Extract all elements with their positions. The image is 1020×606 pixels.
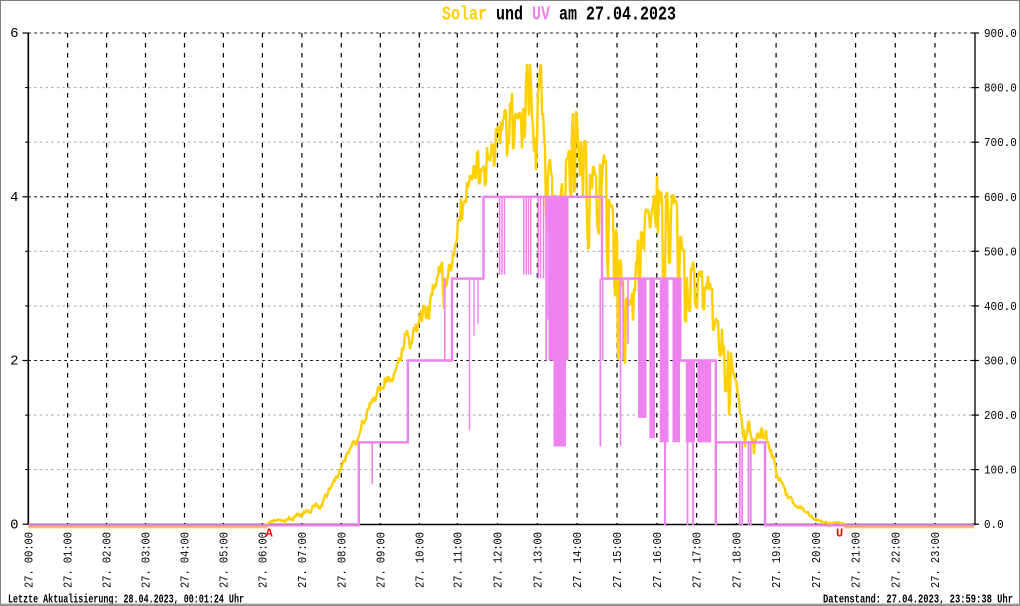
svg-text:27. 05:00: 27. 05:00 <box>217 532 231 588</box>
svg-text:27. 10:00: 27. 10:00 <box>413 532 427 588</box>
svg-text:27. 02:00: 27. 02:00 <box>101 532 115 588</box>
svg-text:0: 0 <box>10 517 18 533</box>
svg-text:700.0: 700.0 <box>984 136 1017 150</box>
svg-text:U: U <box>836 527 843 541</box>
svg-text:27. 22:00: 27. 22:00 <box>889 532 903 588</box>
svg-text:27. 23:00: 27. 23:00 <box>929 532 943 588</box>
svg-text:0.0: 0.0 <box>984 518 1004 532</box>
svg-text:27. 04:00: 27. 04:00 <box>179 532 193 588</box>
svg-text:27. 09:00: 27. 09:00 <box>374 532 388 588</box>
svg-text:Datenstand: 27.04.2023, 23:59:: Datenstand: 27.04.2023, 23:59:38 Uhr <box>823 594 1013 606</box>
svg-text:6: 6 <box>10 26 18 42</box>
svg-text:27. 16:00: 27. 16:00 <box>651 532 665 588</box>
svg-text:27. 07:00: 27. 07:00 <box>296 532 310 588</box>
svg-text:27. 11:00: 27. 11:00 <box>451 532 465 588</box>
svg-text:300.0: 300.0 <box>984 355 1017 369</box>
svg-text:27. 00:00: 27. 00:00 <box>22 532 36 588</box>
svg-text:27. 15:00: 27. 15:00 <box>611 532 625 588</box>
svg-text:400.0: 400.0 <box>984 300 1017 314</box>
svg-text:27. 14:00: 27. 14:00 <box>571 532 585 588</box>
svg-text:600.0: 600.0 <box>984 191 1017 205</box>
svg-text:27. 01:00: 27. 01:00 <box>62 532 76 588</box>
svg-text:27. 08:00: 27. 08:00 <box>335 532 349 588</box>
svg-text:4: 4 <box>10 190 18 206</box>
svg-text:2: 2 <box>10 354 18 370</box>
svg-text:500.0: 500.0 <box>984 245 1017 259</box>
svg-text:27. 06:00: 27. 06:00 <box>256 532 270 588</box>
svg-text:900.0: 900.0 <box>984 27 1017 41</box>
svg-text:Solar: Solar <box>442 4 487 26</box>
svg-text:A: A <box>266 527 274 541</box>
svg-text:27. 13:00: 27. 13:00 <box>531 532 545 588</box>
svg-text:und: und <box>496 4 523 26</box>
svg-text:27. 03:00: 27. 03:00 <box>140 532 154 588</box>
svg-text:800.0: 800.0 <box>984 82 1017 96</box>
svg-text:am 27.04.2023: am 27.04.2023 <box>559 4 676 26</box>
svg-text:100.0: 100.0 <box>984 464 1017 478</box>
svg-text:27. 17:00: 27. 17:00 <box>691 532 705 588</box>
svg-text:200.0: 200.0 <box>984 409 1017 423</box>
svg-text:27. 19:00: 27. 19:00 <box>770 532 784 588</box>
svg-text:27. 21:00: 27. 21:00 <box>850 532 864 588</box>
svg-text:27. 18:00: 27. 18:00 <box>730 532 744 588</box>
svg-text:UV: UV <box>532 4 550 26</box>
svg-text:27. 12:00: 27. 12:00 <box>492 532 506 588</box>
svg-text:27. 20:00: 27. 20:00 <box>810 532 824 588</box>
svg-text:Letzte Aktualisierung: 28.04.2: Letzte Aktualisierung: 28.04.2023, 00:01… <box>8 594 244 606</box>
